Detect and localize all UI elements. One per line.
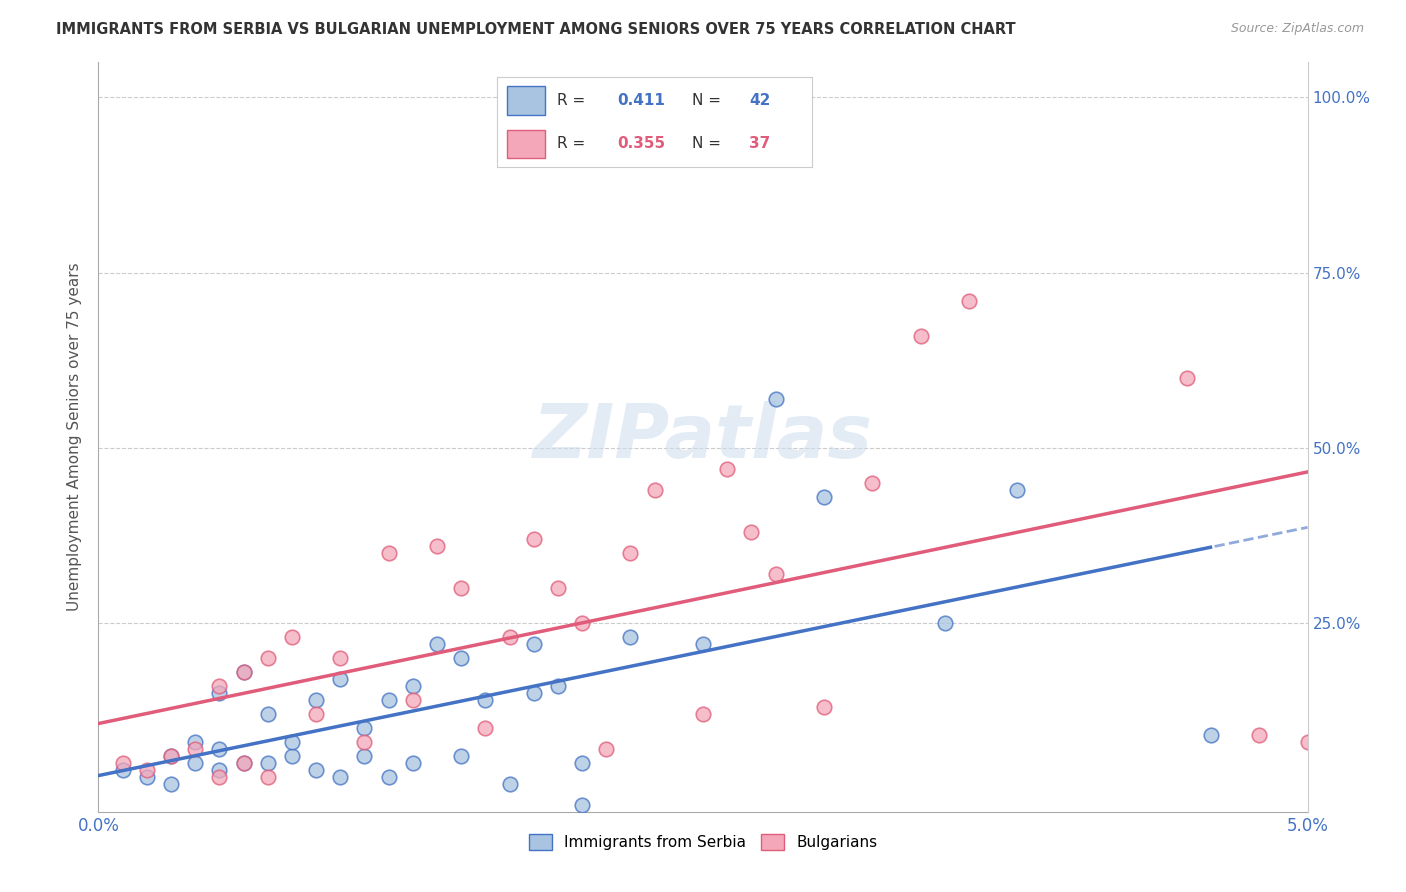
Point	[353, 748, 375, 763]
Point	[377, 770, 399, 784]
Point	[135, 770, 157, 784]
Point	[474, 692, 496, 706]
Point	[813, 699, 835, 714]
Y-axis label: Unemployment Among Seniors over 75 years: Unemployment Among Seniors over 75 years	[67, 263, 83, 611]
Point	[305, 763, 328, 777]
Point	[523, 637, 546, 651]
Point	[619, 630, 641, 644]
Point	[740, 524, 762, 539]
Point	[160, 777, 183, 791]
Point	[450, 748, 472, 763]
Point	[523, 686, 546, 700]
Point	[1175, 370, 1198, 384]
Point	[329, 650, 352, 665]
Point	[692, 637, 714, 651]
Point	[256, 706, 278, 721]
Point	[571, 756, 593, 770]
Point	[716, 461, 738, 475]
Point	[232, 756, 254, 770]
Point	[208, 686, 231, 700]
Point	[1199, 728, 1222, 742]
Point	[232, 665, 254, 679]
Point	[910, 328, 932, 343]
Point	[305, 706, 328, 721]
Point	[1007, 483, 1029, 497]
Point	[256, 650, 278, 665]
Point	[619, 546, 641, 560]
Point	[353, 721, 375, 735]
Point	[329, 770, 352, 784]
Point	[813, 490, 835, 504]
Point	[329, 672, 352, 686]
Point	[208, 741, 231, 756]
Point	[1249, 728, 1271, 742]
Point	[644, 483, 666, 497]
Point	[402, 692, 425, 706]
Point	[184, 734, 207, 748]
Point	[111, 763, 134, 777]
Point	[547, 581, 569, 595]
Point	[184, 741, 207, 756]
Point	[547, 679, 569, 693]
Point	[450, 650, 472, 665]
Point	[111, 756, 134, 770]
Point	[305, 692, 328, 706]
Point	[860, 475, 883, 490]
Point	[232, 665, 254, 679]
Point	[208, 763, 231, 777]
Point	[765, 392, 787, 406]
Point	[498, 777, 520, 791]
Point	[571, 615, 593, 630]
Point	[523, 532, 546, 546]
Point	[402, 756, 425, 770]
Point	[571, 797, 593, 812]
Point	[160, 748, 183, 763]
Text: IMMIGRANTS FROM SERBIA VS BULGARIAN UNEMPLOYMENT AMONG SENIORS OVER 75 YEARS COR: IMMIGRANTS FROM SERBIA VS BULGARIAN UNEM…	[56, 22, 1017, 37]
Point	[208, 770, 231, 784]
Legend: Immigrants from Serbia, Bulgarians: Immigrants from Serbia, Bulgarians	[523, 829, 883, 856]
Text: Source: ZipAtlas.com: Source: ZipAtlas.com	[1230, 22, 1364, 36]
Point	[474, 721, 496, 735]
Point	[160, 748, 183, 763]
Point	[377, 692, 399, 706]
Point	[281, 630, 304, 644]
Point	[934, 615, 956, 630]
Point	[377, 546, 399, 560]
Point	[208, 679, 231, 693]
Point	[426, 637, 449, 651]
Point	[184, 756, 207, 770]
Point	[450, 581, 472, 595]
Point	[957, 293, 980, 308]
Point	[232, 756, 254, 770]
Point	[498, 630, 520, 644]
Point	[135, 763, 157, 777]
Point	[402, 679, 425, 693]
Point	[692, 706, 714, 721]
Point	[426, 539, 449, 553]
Point	[1296, 734, 1319, 748]
Text: ZIPatlas: ZIPatlas	[533, 401, 873, 474]
Point	[256, 756, 278, 770]
Point	[256, 770, 278, 784]
Point	[281, 748, 304, 763]
Point	[595, 741, 617, 756]
Point	[353, 734, 375, 748]
Point	[281, 734, 304, 748]
Point	[765, 566, 787, 581]
